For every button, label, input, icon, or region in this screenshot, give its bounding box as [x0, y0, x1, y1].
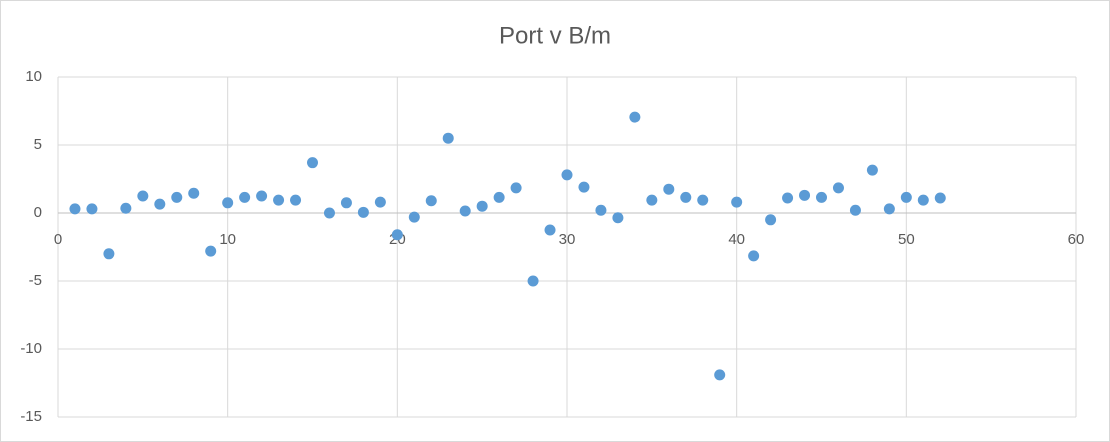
point — [917, 194, 929, 206]
point — [544, 224, 556, 236]
point — [561, 169, 573, 181]
point — [731, 196, 743, 208]
point — [205, 245, 217, 257]
point — [697, 194, 709, 206]
point — [256, 190, 268, 202]
point — [629, 111, 641, 123]
point — [137, 190, 149, 202]
x-tick-label: 50 — [898, 231, 915, 248]
point — [171, 191, 183, 203]
point — [442, 132, 454, 144]
chart-title: Port v B/m — [499, 22, 611, 49]
point — [934, 192, 946, 204]
y-tick-label: 0 — [34, 204, 42, 221]
point — [222, 197, 234, 209]
point — [883, 203, 895, 215]
point — [799, 189, 811, 201]
x-tick-label: 40 — [728, 231, 745, 248]
point — [273, 194, 285, 206]
x-tick-label: 60 — [1068, 231, 1085, 248]
point — [849, 204, 861, 216]
point — [120, 202, 132, 214]
point — [391, 229, 403, 241]
point — [680, 191, 692, 203]
point — [714, 369, 726, 381]
point — [188, 187, 200, 199]
point — [900, 191, 912, 203]
y-tick-label: -15 — [20, 408, 42, 425]
point — [866, 164, 878, 176]
x-tick-label: 30 — [559, 231, 576, 248]
y-tick-label: 5 — [34, 136, 42, 153]
y-tick-label: -10 — [20, 340, 42, 357]
x-tick-label: 0 — [54, 231, 62, 248]
point — [816, 191, 827, 203]
point — [408, 211, 420, 223]
y-tick-label: 10 — [25, 68, 42, 85]
point — [476, 200, 488, 212]
point — [578, 181, 590, 193]
point — [290, 194, 302, 206]
point — [527, 275, 539, 287]
point — [357, 206, 369, 218]
x-tick-label: 10 — [219, 231, 236, 248]
point — [69, 203, 81, 215]
point — [782, 192, 794, 204]
point — [765, 214, 777, 226]
point — [612, 212, 624, 224]
point — [832, 182, 844, 194]
point — [374, 196, 386, 208]
point — [663, 183, 675, 195]
point — [595, 204, 607, 216]
point — [425, 195, 437, 207]
point — [646, 194, 658, 206]
y-tick-label: -5 — [29, 272, 42, 289]
point — [459, 205, 471, 217]
point — [103, 248, 115, 260]
point — [154, 198, 166, 210]
point — [748, 250, 760, 262]
point — [510, 182, 522, 194]
point — [86, 203, 98, 215]
point — [323, 207, 335, 219]
point — [239, 191, 251, 203]
point — [340, 197, 352, 209]
point — [307, 157, 318, 169]
point — [493, 191, 505, 203]
